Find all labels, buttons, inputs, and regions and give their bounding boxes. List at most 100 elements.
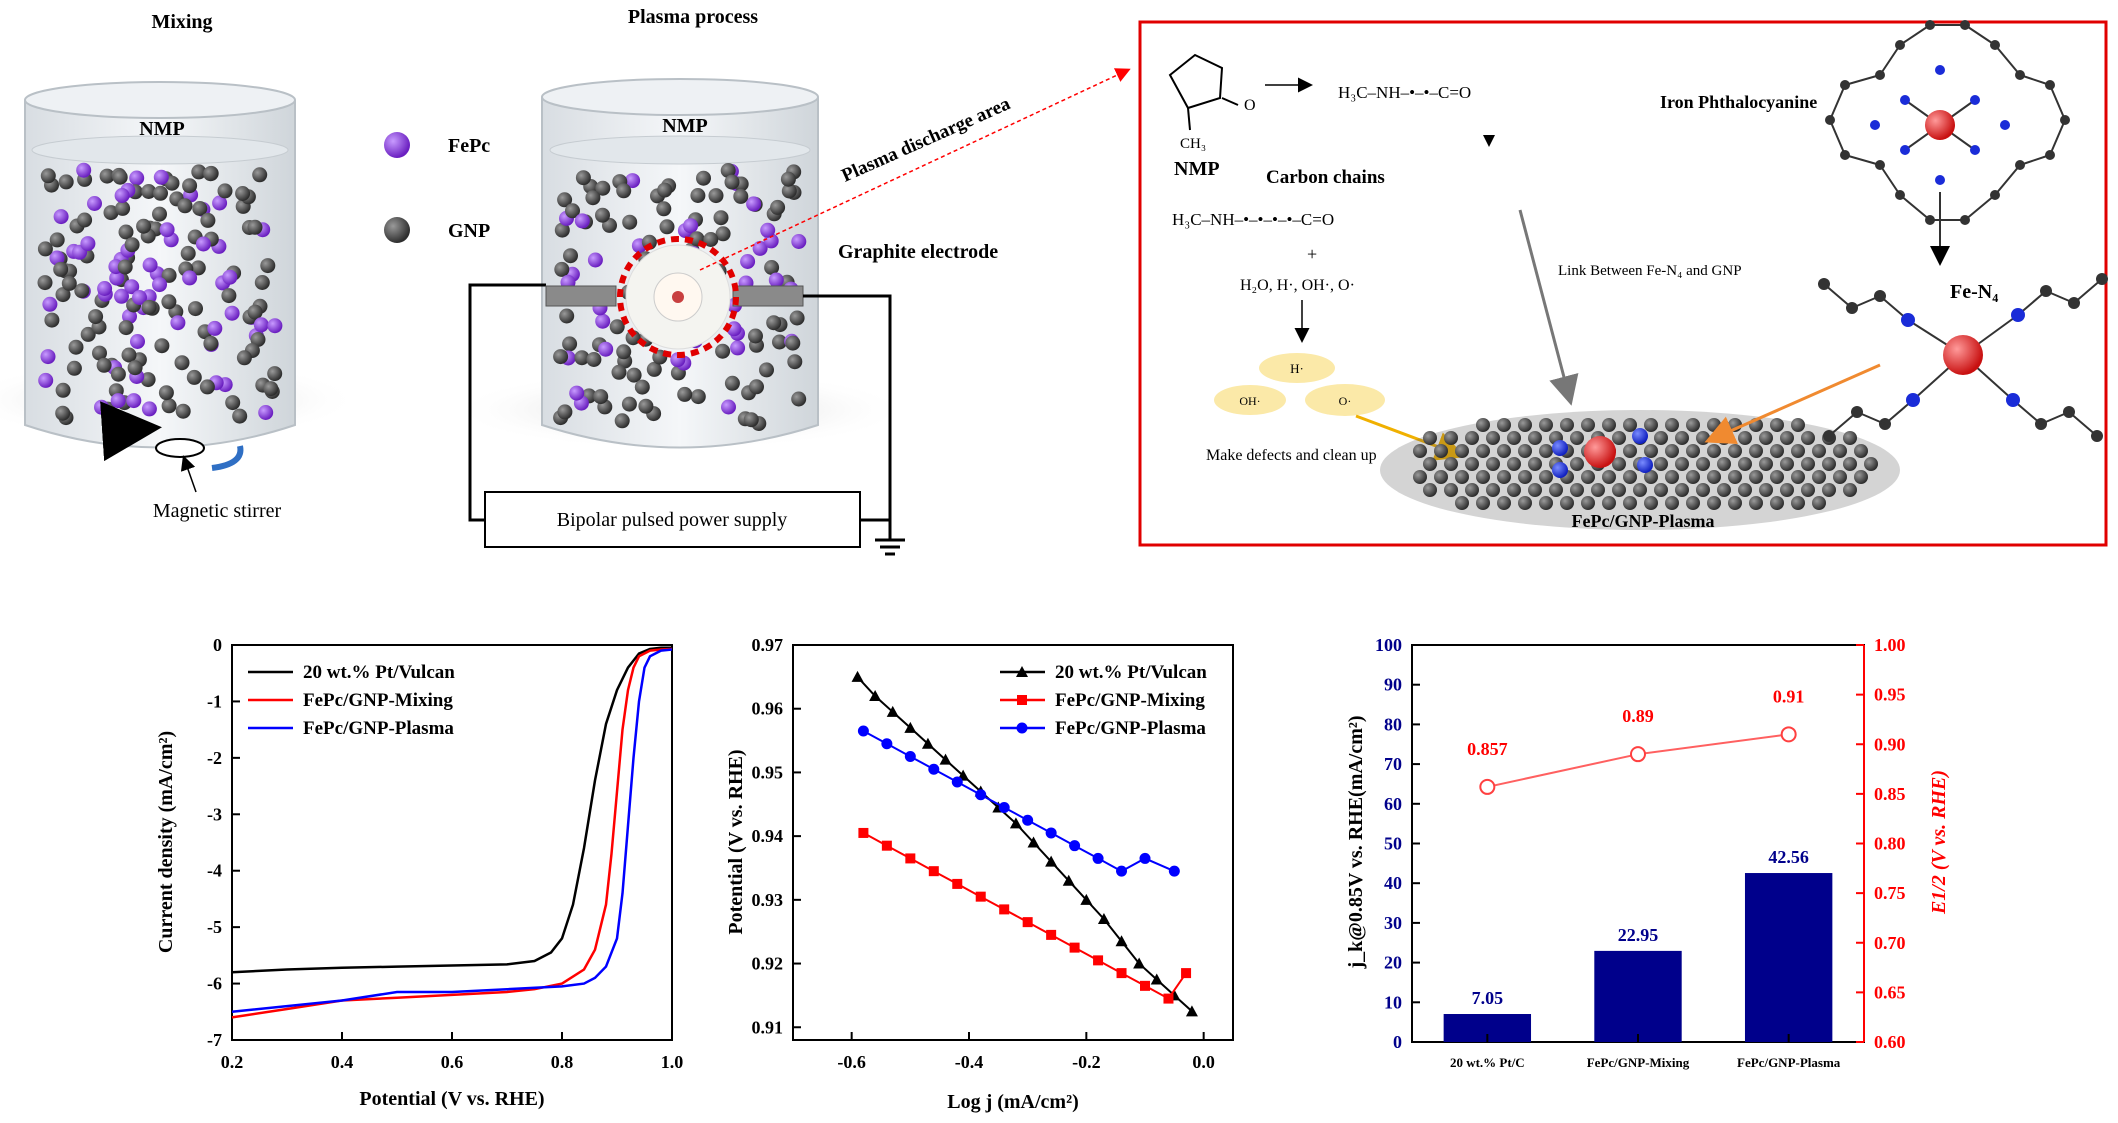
data-point [1092, 852, 1104, 864]
data-point [1181, 968, 1192, 979]
mixing-particles [37, 162, 283, 426]
nitrogen-atom [1900, 145, 1910, 155]
gnp-particle [55, 405, 71, 421]
gnp-particle [161, 267, 177, 283]
gnp-particle [743, 412, 759, 428]
carbon-atom [1738, 457, 1752, 471]
gnp-particle [780, 171, 796, 187]
fepc-particle [110, 393, 126, 409]
gnp-particle [574, 350, 590, 366]
carbon-atom [1560, 418, 1574, 432]
discharge-area-label: Plasma discharge area [838, 93, 1013, 187]
nmp-label: NMP [1174, 158, 1220, 180]
data-point [1045, 855, 1058, 867]
gnp-particle [595, 207, 610, 223]
carbon-atom [1801, 483, 1815, 497]
carbon-atom [1812, 496, 1826, 510]
nitrogen-atom [1900, 95, 1910, 105]
gnp-particle [203, 335, 219, 351]
gnp-particle [703, 232, 719, 247]
fepc-particle [752, 240, 768, 256]
carbon-atom [1570, 457, 1584, 471]
gnp-particle [787, 354, 803, 370]
gnp-particle [182, 178, 198, 194]
data-point [904, 721, 917, 733]
lsv-ylabel: Current density (mA/cm²) [155, 731, 177, 953]
carbon-atom [1623, 444, 1637, 458]
fepc-particle [130, 334, 145, 349]
carbon-atom [1539, 470, 1553, 484]
gnp-particle [263, 381, 279, 397]
carbon-atom [1749, 444, 1763, 458]
carbon-atom [1581, 470, 1595, 484]
carbon-atom [1444, 431, 1458, 445]
data-point [869, 689, 882, 701]
carbon-atom [1675, 431, 1689, 445]
gnp-particle [593, 389, 609, 405]
gnp-particle [44, 312, 60, 328]
defects-label: Make defects and clean up [1206, 447, 1377, 464]
gnp-particle [565, 203, 580, 219]
carbon-atom [1759, 431, 1773, 445]
y2-tick-label: 0.75 [1874, 883, 1906, 903]
y-tick-label: -6 [207, 974, 222, 994]
lsv-xlabel: Potential (V vs. RHE) [359, 1088, 544, 1110]
data-point [886, 705, 899, 717]
fepc-particle [791, 234, 807, 249]
tafel-plot-frame [792, 644, 1234, 1041]
graphene-sheet [1380, 410, 1900, 530]
y-tick-label: 50 [1384, 834, 1402, 854]
data-point [1185, 1005, 1198, 1017]
carbon-atom [1738, 483, 1752, 497]
y-tick-label: 0 [213, 635, 222, 655]
carbon-atom [1476, 444, 1490, 458]
carbon-atom [1518, 470, 1532, 484]
carbon-atom [1925, 215, 1935, 225]
carbon-atom [2015, 70, 2025, 80]
o-radical-label: O· [1339, 394, 1352, 408]
data-point [928, 866, 939, 877]
x-tick-label: 0.4 [331, 1052, 354, 1072]
x-tick-label: 20 wt.% Pt/C [1450, 1055, 1525, 1070]
gnp-particle [55, 382, 71, 398]
data-point [905, 853, 916, 864]
carbon-atom [1791, 470, 1805, 484]
data-point [1150, 973, 1163, 985]
link-label: Link Between Fe-N₄ and GNP [1558, 263, 1742, 279]
carbon-atom [1623, 496, 1637, 510]
nitrogen-atom [1906, 393, 1920, 407]
gnp-particle [61, 275, 77, 291]
data-point [1016, 722, 1028, 734]
carbon-atom [1476, 470, 1490, 484]
fepc-particle [258, 405, 274, 420]
fepc-particle [569, 385, 585, 401]
carbon-atom [1812, 444, 1826, 458]
bar [1594, 950, 1682, 1042]
carbon-atom [1539, 444, 1553, 458]
e12-value-label: 0.91 [1773, 686, 1805, 706]
o-radical-bubble [1305, 384, 1385, 416]
gnp-particle [252, 167, 268, 183]
y-tick-label: 20 [1384, 953, 1402, 973]
bar [1744, 873, 1833, 1042]
fepc-particle [132, 290, 147, 305]
fepc-particle [114, 188, 130, 203]
fepc-particle [152, 277, 167, 293]
fepc-particle [153, 169, 169, 185]
fepc-particle [87, 196, 102, 211]
carbon-atom [1822, 483, 1836, 497]
data-point [857, 725, 869, 737]
carbon-atom [1654, 483, 1668, 497]
gnp-particle [192, 201, 208, 216]
gnp-particle [186, 369, 202, 385]
gnp-particle [58, 174, 74, 190]
fepc-particle [129, 170, 145, 186]
data-point [939, 753, 952, 765]
carbon-atom [1570, 483, 1584, 497]
y-tick-label: 0.94 [752, 826, 784, 846]
carbon-atom [1497, 496, 1511, 510]
carbon-atom [1507, 431, 1521, 445]
oh-radical-bubble [1214, 385, 1286, 415]
ground-icon [875, 520, 905, 556]
carbon-atom [1960, 215, 1970, 225]
